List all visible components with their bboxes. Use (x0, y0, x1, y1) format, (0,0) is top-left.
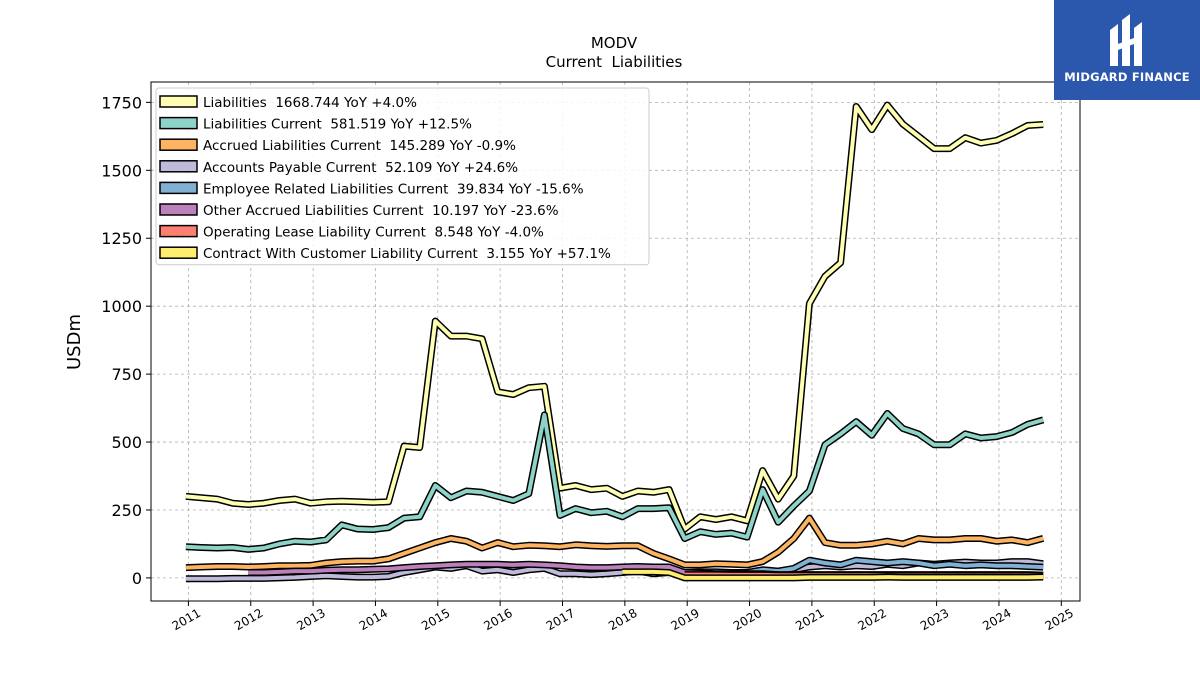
series-accrued-liabilities-current (185, 514, 1045, 572)
series-line (185, 411, 1044, 552)
x-tick-label: 2019 (668, 606, 701, 633)
y-tick-label: 1750 (101, 93, 142, 112)
legend-swatch (159, 160, 198, 173)
chart-subtitle: Current Liabilities (546, 53, 683, 71)
legend-swatch (159, 246, 198, 259)
legend-label: Accounts Payable Current 52.109 YoY +24.… (203, 160, 518, 176)
x-tick-label: 2016 (481, 606, 514, 633)
legend-label: Employee Related Liabilities Current 39.… (203, 181, 584, 197)
legend-swatch (159, 95, 198, 108)
legend-item: Accounts Payable Current 52.109 YoY +24.… (159, 160, 518, 176)
series-liabilities-current (185, 410, 1045, 553)
legend-swatch (159, 181, 198, 195)
x-tick-label: 2013 (294, 606, 327, 633)
legend-label: Liabilities 1668.744 YoY +4.0% (203, 95, 417, 111)
legend-item: Liabilities 1668.744 YoY +4.0% (159, 95, 417, 111)
x-tick-label: 2021 (793, 606, 826, 633)
y-axis: 0 250 500 750 1000 1250 1500 1750 (101, 93, 151, 588)
legend-item: Accrued Liabilities Current 145.289 YoY … (159, 138, 516, 154)
legend-item: Contract With Customer Liability Current… (159, 246, 611, 262)
y-tick-label: 250 (111, 501, 142, 520)
legend-label: Liabilities Current 581.519 YoY +12.5% (203, 117, 472, 133)
y-tick-label: 500 (111, 433, 142, 452)
legend: Liabilities 1668.744 YoY +4.0% Liabilitie… (155, 87, 650, 266)
legend-swatch (159, 138, 198, 151)
x-tick-label: 2017 (544, 606, 577, 633)
x-tick-label: 2025 (1043, 606, 1076, 633)
legend-swatch (159, 203, 198, 216)
legend-item: Other Accrued Liabilities Current 10.197… (159, 203, 559, 219)
series-contract-with-customer-liability-current (622, 568, 1044, 582)
series-line (622, 569, 1044, 580)
x-tick-label: 2024 (980, 606, 1013, 633)
y-tick-label: 750 (111, 365, 142, 384)
legend-item: Employee Related Liabilities Current 39.… (159, 181, 584, 197)
series-line (185, 516, 1044, 570)
brand-logo: MIDGARD FINANCE (1054, 0, 1200, 100)
legend-box (155, 87, 650, 266)
series-accounts-payable-current (185, 558, 1044, 583)
legend-item: Operating Lease Liability Current 8.548 … (159, 224, 544, 241)
legend-label: Accrued Liabilities Current 145.289 YoY … (203, 138, 516, 154)
x-tick-label: 2012 (232, 606, 265, 633)
series-layer (185, 101, 1045, 583)
x-axis: 2011 2012 2013 2014 2015 2016 2017 2018 2019 2020… (170, 601, 1076, 633)
y-tick-label: 1500 (101, 161, 142, 180)
brand-logo-icon (1110, 14, 1142, 66)
legend-swatch (159, 224, 198, 238)
chart-title: MODV (591, 34, 638, 52)
x-tick-label: 2020 (731, 606, 764, 633)
x-tick-label: 2015 (419, 606, 452, 633)
brand-name: MIDGARD FINANCE (1064, 70, 1190, 84)
x-tick-label: 2022 (856, 606, 889, 633)
y-axis-label: USDm (64, 314, 85, 370)
legend-label: Contract With Customer Liability Current… (203, 246, 611, 262)
x-tick-label: 2011 (170, 606, 203, 633)
y-tick-label: 1000 (101, 297, 142, 316)
series-line (185, 103, 1044, 531)
y-tick-label: 1250 (101, 229, 142, 248)
legend-item: Liabilities Current 581.519 YoY +12.5% (159, 116, 472, 133)
x-tick-label: 2014 (357, 606, 390, 633)
legend-label: Other Accrued Liabilities Current 10.197… (203, 203, 559, 219)
x-tick-label: 2023 (918, 606, 951, 633)
series-line (185, 559, 1044, 581)
x-tick-label: 2018 (606, 606, 639, 633)
y-tick-label: 0 (132, 569, 142, 588)
legend-label: Operating Lease Liability Current 8.548 … (203, 225, 544, 241)
series-liabilities (185, 101, 1044, 533)
plot-frame (150, 81, 1081, 602)
legend-swatch (159, 116, 198, 130)
